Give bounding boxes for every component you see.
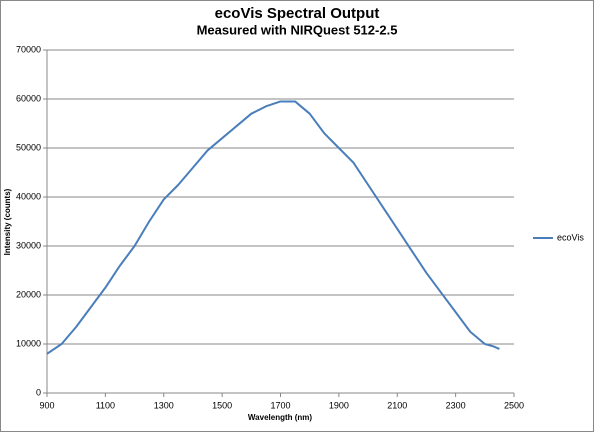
- x-tick-label: 1900: [329, 400, 349, 410]
- y-tick-label: 20000: [16, 289, 41, 299]
- y-tick-label: 10000: [16, 338, 41, 348]
- y-tick-label: 40000: [16, 191, 41, 201]
- x-tick-label: 1500: [212, 400, 232, 410]
- x-tick-label: 2100: [387, 400, 407, 410]
- x-tick-label: 900: [39, 400, 54, 410]
- x-axis-label: Wavelength (nm): [248, 413, 312, 422]
- x-tick-label: 1100: [96, 400, 115, 410]
- y-axis-label: Intensity (counts): [3, 188, 12, 255]
- x-tick-label: 1300: [154, 400, 174, 410]
- x-tick-label: 2300: [446, 400, 466, 410]
- y-tick-label: 50000: [16, 142, 41, 152]
- x-tick-label: 1700: [270, 400, 290, 410]
- x-tick-label: 2500: [504, 400, 524, 410]
- y-tick-label: 70000: [16, 44, 41, 54]
- y-tick-label: 0: [36, 387, 41, 397]
- series-line: [46, 100, 500, 355]
- chart-title: ecoVis Spectral Output: [215, 5, 380, 22]
- y-tick-label: 60000: [16, 93, 41, 103]
- y-tick-label: 30000: [16, 240, 41, 250]
- legend-label: ecoVis: [557, 232, 584, 242]
- chart-subtitle: Measured with NIRQuest 512-2.5: [197, 22, 398, 37]
